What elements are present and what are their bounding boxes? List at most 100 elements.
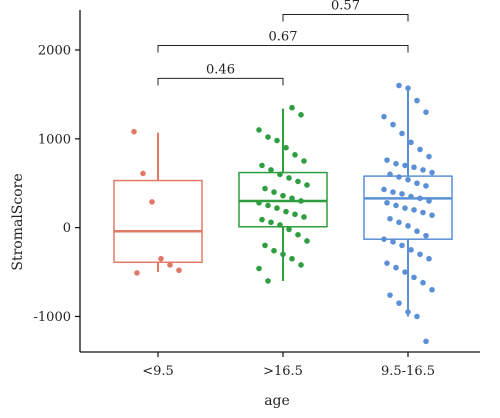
data-point: [414, 97, 420, 104]
data-point: [420, 279, 426, 286]
data-point: [268, 167, 274, 173]
data-point: [405, 85, 411, 91]
data-point: [405, 176, 411, 183]
data-point: [414, 228, 420, 234]
data-point: [396, 300, 402, 306]
data-point: [149, 199, 155, 205]
data-point: [405, 309, 411, 315]
data-point: [396, 219, 402, 226]
data-point: [134, 270, 140, 276]
data-point: [396, 82, 402, 89]
data-point: [158, 255, 164, 262]
y-tick-label: -1000: [34, 310, 71, 325]
data-point: [381, 113, 387, 120]
data-point: [426, 153, 432, 160]
data-point: [429, 287, 435, 293]
data-point: [167, 262, 173, 268]
data-point: [429, 169, 435, 176]
data-point: [286, 226, 292, 233]
significance-bracket: [282, 13, 409, 22]
data-point: [295, 231, 301, 238]
significance-bracket: [157, 77, 284, 86]
data-point: [274, 137, 280, 144]
box: [363, 175, 453, 240]
data-point: [423, 232, 429, 239]
data-point: [384, 260, 390, 266]
data-point: [411, 274, 417, 281]
p-value-label: 0.46: [206, 62, 235, 77]
data-point: [420, 209, 426, 216]
significance-annotations: 0.57 0.67 0.46: [157, 0, 409, 86]
data-point: [289, 195, 295, 202]
data-point: [131, 128, 137, 135]
data-point: [304, 182, 310, 188]
data-point: [393, 160, 399, 167]
data-point: [301, 214, 307, 220]
data-point: [408, 139, 414, 146]
data-point: [423, 109, 429, 115]
data-point: [408, 193, 414, 200]
data-point: [256, 199, 262, 206]
data-point: [262, 242, 268, 249]
significance-bracket: [157, 45, 409, 53]
data-point: [259, 162, 265, 169]
data-point: [423, 183, 429, 189]
data-point: [405, 223, 411, 229]
data-point: [408, 247, 414, 253]
data-point: [411, 207, 417, 213]
boxes: [113, 85, 453, 317]
data-point: [414, 180, 420, 187]
data-point: [426, 255, 432, 262]
data-point: [420, 167, 426, 173]
data-point: [429, 212, 435, 218]
data-point: [390, 121, 396, 128]
data-point: [387, 215, 393, 222]
box: [238, 171, 328, 228]
data-point: [292, 151, 298, 158]
data-point: [402, 205, 408, 211]
data-point: [381, 186, 387, 193]
data-point: [399, 130, 405, 137]
y-axis-title: StromalScore: [10, 173, 26, 270]
data-point: [265, 134, 271, 140]
data-point: [286, 175, 292, 181]
data-point: [417, 195, 423, 202]
data-point: [396, 174, 402, 180]
data-point: [414, 313, 420, 320]
box: [113, 179, 203, 264]
x-axis-title: age: [264, 393, 290, 409]
axes: -1000 0 1000 2000 <9.5 >16.5 9.5-16.5: [34, 10, 480, 379]
x-tick-label: <9.5: [142, 364, 174, 379]
data-point: [140, 170, 146, 177]
data-point: [423, 338, 429, 345]
data-point: [411, 164, 417, 171]
data-point: [393, 264, 399, 271]
data-point: [274, 205, 280, 211]
data-point: [402, 162, 408, 169]
data-point: [298, 262, 304, 268]
data-point: [417, 251, 423, 258]
data-point: [384, 157, 390, 163]
data-point: [387, 292, 393, 298]
data-point: [384, 199, 390, 206]
x-tick-label: 9.5-16.5: [381, 364, 435, 379]
data-point: [292, 211, 298, 218]
data-point: [298, 112, 304, 118]
data-point: [298, 198, 304, 204]
data-point: [271, 247, 277, 254]
data-point: [390, 239, 396, 245]
data-point: [283, 144, 289, 151]
data-point: [402, 269, 408, 275]
data-point: [304, 238, 310, 244]
data-point: [381, 236, 387, 242]
data-point: [399, 191, 405, 197]
p-value-label: 0.57: [331, 0, 360, 13]
data-point: [268, 219, 274, 226]
data-point: [387, 171, 393, 178]
data-point: [265, 202, 271, 209]
data-point: [426, 198, 432, 204]
data-points: [131, 82, 435, 345]
data-point: [271, 189, 277, 195]
data-point: [393, 202, 399, 209]
data-point: [399, 242, 405, 249]
